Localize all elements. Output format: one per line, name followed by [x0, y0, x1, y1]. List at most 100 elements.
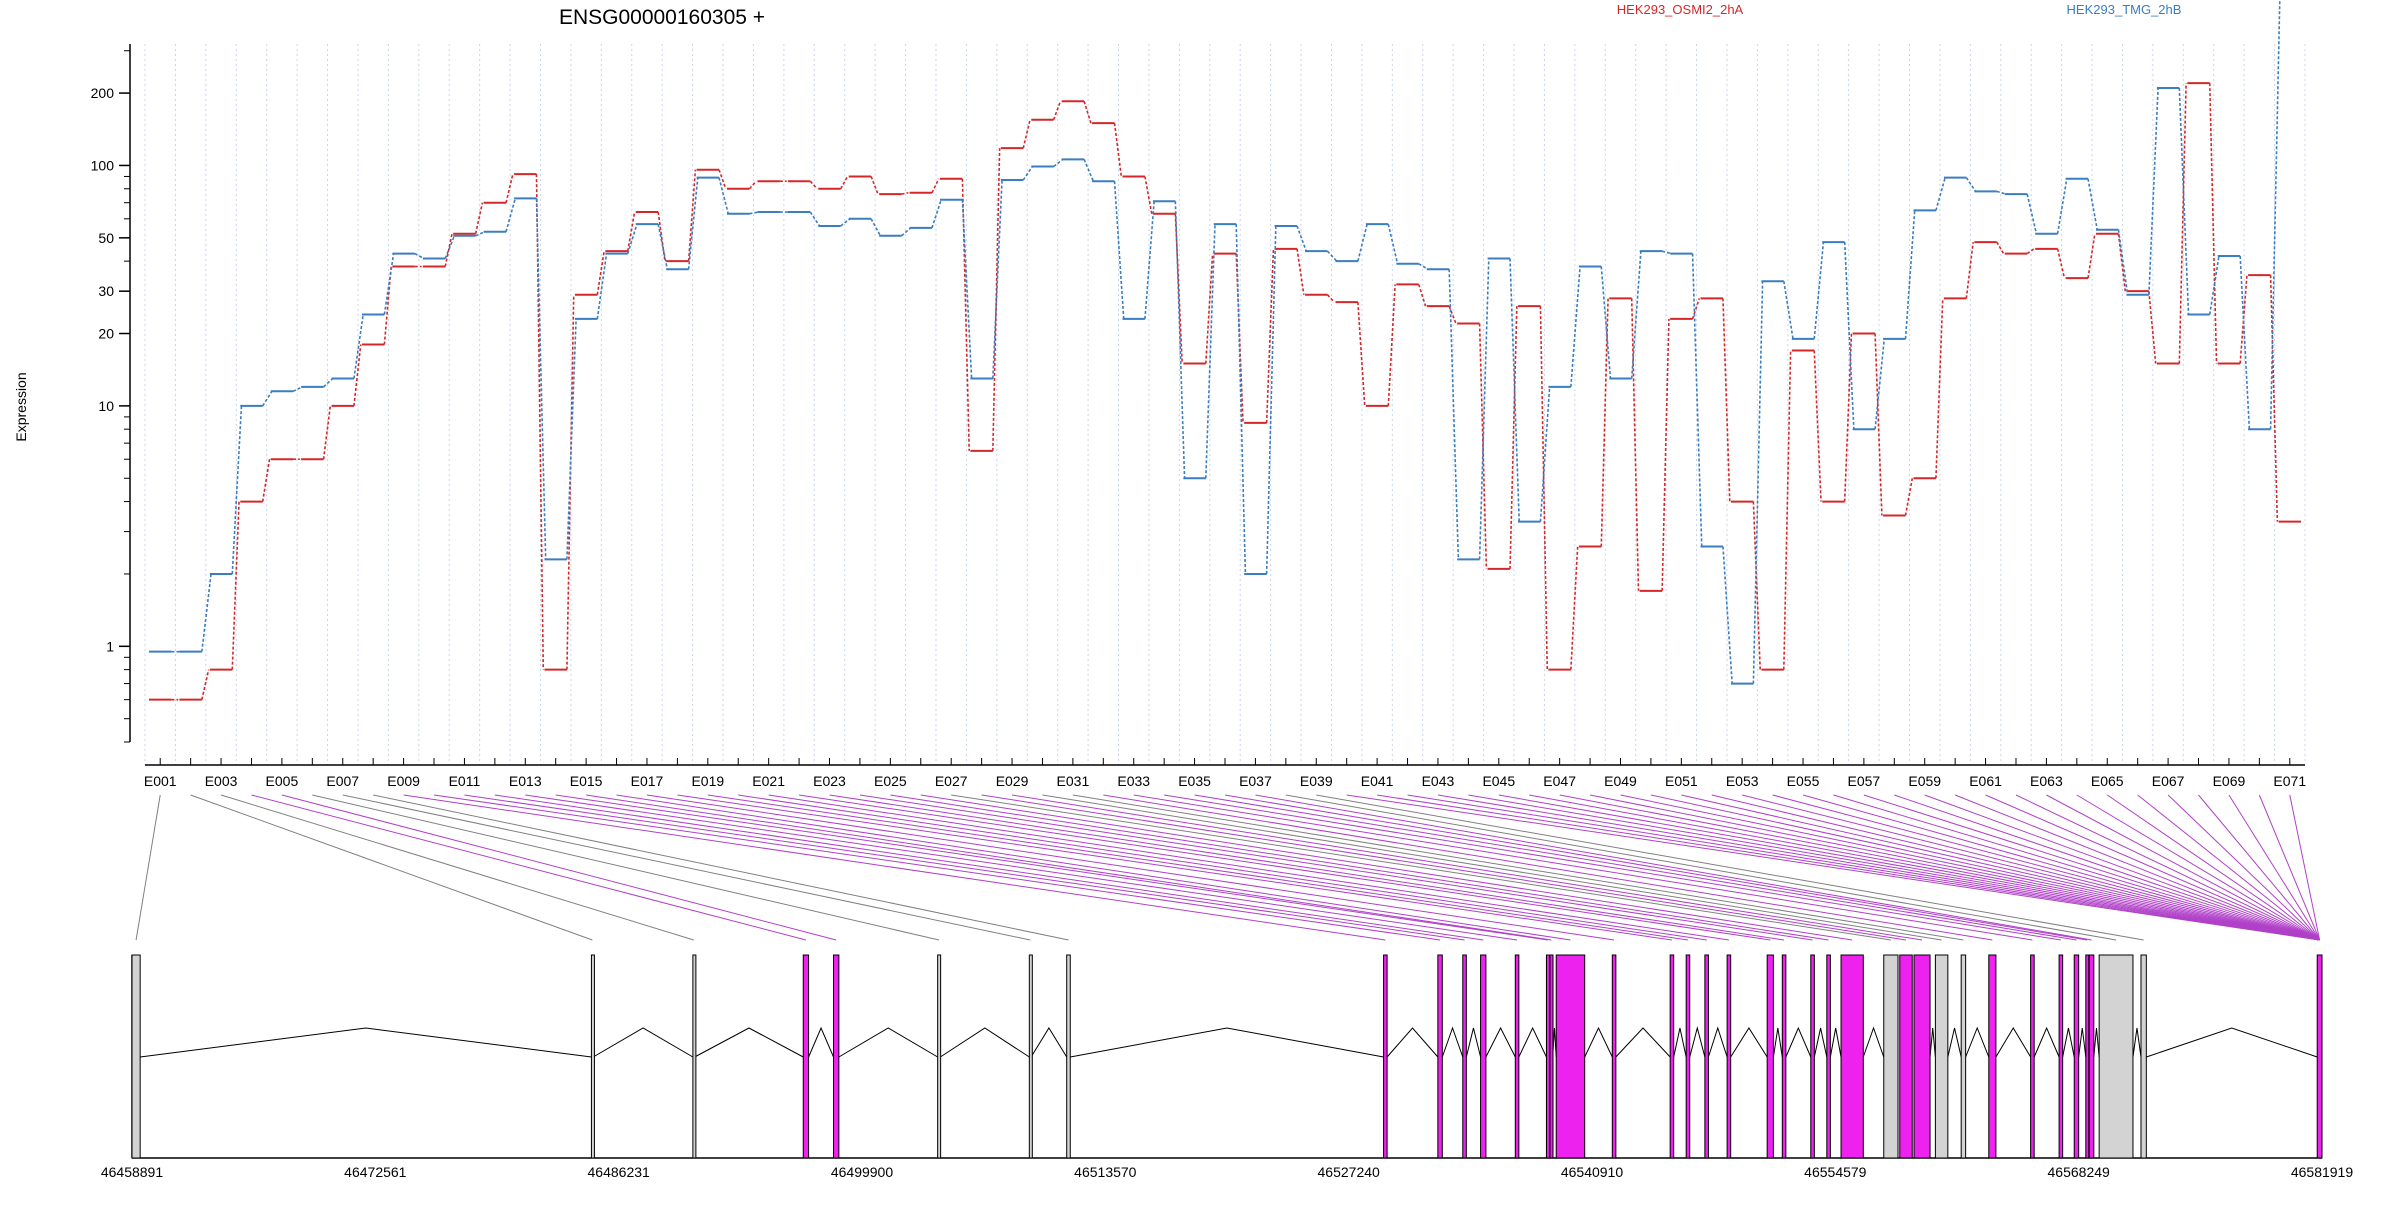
x-tick-label: E031: [1057, 773, 1090, 789]
exon-mapping-line: [1437, 794, 2320, 941]
intron-connector: [1965, 1026, 1990, 1058]
intron-connector: [808, 1026, 834, 1058]
series-connector: [1752, 281, 1764, 684]
exon-mapping-line: [1103, 794, 1993, 941]
intron-connector: [940, 1027, 1030, 1058]
series-connector: [626, 223, 638, 254]
series-connector: [1996, 241, 2005, 254]
series-connector: [2178, 87, 2190, 315]
series-connector: [292, 386, 303, 393]
series-connector: [201, 573, 212, 652]
series-connector: [748, 180, 757, 190]
series-connector: [1874, 333, 1883, 516]
exon-mapping-line: [373, 794, 1069, 941]
exon-mapping-line: [738, 794, 1707, 941]
series-connector: [2056, 178, 2068, 234]
exon-mapping-line: [1802, 794, 2320, 941]
series-connector: [444, 233, 453, 267]
exon-box: [1704, 954, 1709, 1159]
exon-mapping-line: [586, 794, 1552, 941]
exon-mapping-line: [1407, 794, 2320, 941]
exon-mapping-line: [494, 794, 1484, 941]
series-connector: [505, 173, 514, 203]
genomic-coordinate-label: 46581919: [2291, 1164, 2354, 1180]
series-connector: [1204, 253, 1214, 364]
series-connector: [2087, 233, 2096, 279]
x-tick-label: E027: [935, 773, 968, 789]
series-connector: [2269, 275, 2279, 522]
exon-mapping-line: [464, 794, 1465, 941]
intron-connector: [592, 1027, 694, 1058]
exon-box: [2088, 954, 2095, 1159]
exon-mapping-line: [1924, 794, 2320, 941]
exon-box: [1611, 954, 1617, 1159]
exon-mapping-line: [1954, 794, 2320, 941]
exon-mapping-line: [135, 794, 161, 941]
exon-mapping-line: [677, 794, 1673, 941]
series-connector: [596, 253, 608, 320]
y-tick-label: 1: [106, 638, 114, 654]
intron-connector: [2093, 1027, 2100, 1058]
exon-mapping-line: [2289, 794, 2321, 941]
intron-connector: [2146, 1027, 2318, 1058]
series-connector: [1661, 318, 1670, 591]
x-tick-label: E055: [1787, 773, 1820, 789]
series-connector: [1326, 294, 1335, 303]
x-tick-label: E063: [2030, 773, 2063, 789]
y-tick-label: 50: [98, 230, 114, 246]
series-connector: [1265, 248, 1275, 423]
series-connector: [1843, 242, 1855, 430]
series-connector: [1022, 119, 1031, 149]
series-connector: [535, 198, 547, 560]
series-connector: [1235, 224, 1247, 574]
exon-mapping-line: [2106, 794, 2320, 941]
exon-mapping-line: [951, 794, 1891, 941]
series-connector: [1387, 284, 1396, 406]
intron-connector: [1689, 1026, 1706, 1058]
exon-box: [1899, 954, 1913, 1159]
series-connector: [870, 218, 882, 237]
chart-title: ENSG00000160305 +: [559, 6, 765, 29]
series-connector: [566, 318, 577, 560]
x-tick-label: E065: [2091, 773, 2124, 789]
legend-series-b: HEK293_TMG_2hB: [2067, 2, 2182, 17]
series-connector: [1326, 250, 1338, 262]
exon-mapping-line: [1255, 794, 2092, 941]
exon-mapping-line: [2167, 794, 2320, 941]
x-tick-label: E005: [266, 773, 299, 789]
exon-mapping-line: [1529, 794, 2320, 941]
series-connector: [840, 176, 849, 190]
exon-mapping-line: [2076, 794, 2320, 941]
exon-box: [692, 954, 697, 1159]
exon-box: [1766, 954, 1774, 1159]
intron-connector: [1829, 1027, 1842, 1058]
exon-box: [1669, 954, 1675, 1159]
exon-box: [1913, 954, 1931, 1159]
series-connector: [2178, 83, 2187, 364]
series-connector: [1843, 333, 1853, 502]
series-connector: [809, 180, 818, 190]
exon-mapping-line: [1589, 794, 2320, 941]
intron-connector: [2033, 1026, 2060, 1058]
series-connector: [961, 178, 971, 451]
exon-mapping-line: [1042, 794, 1942, 941]
y-tick-label: 10: [98, 398, 114, 414]
series-connector: [870, 176, 879, 195]
series-connector: [1935, 177, 1946, 211]
exon-mapping-line: [220, 794, 694, 941]
series-connector: [992, 148, 1001, 451]
intron-connector: [1995, 1027, 2032, 1058]
exon-box: [1883, 954, 1899, 1159]
series-connector: [414, 252, 425, 260]
x-tick-label: E053: [1726, 773, 1759, 789]
series-connector: [475, 231, 486, 237]
intron-connector: [694, 1027, 804, 1058]
x-tick-label: E001: [144, 773, 177, 789]
series-connector: [901, 227, 912, 237]
series-connector: [749, 211, 759, 215]
series-connector: [2208, 83, 2218, 364]
series-connector: [231, 405, 243, 574]
exon-box: [937, 954, 942, 1159]
exon-box: [2058, 954, 2064, 1159]
